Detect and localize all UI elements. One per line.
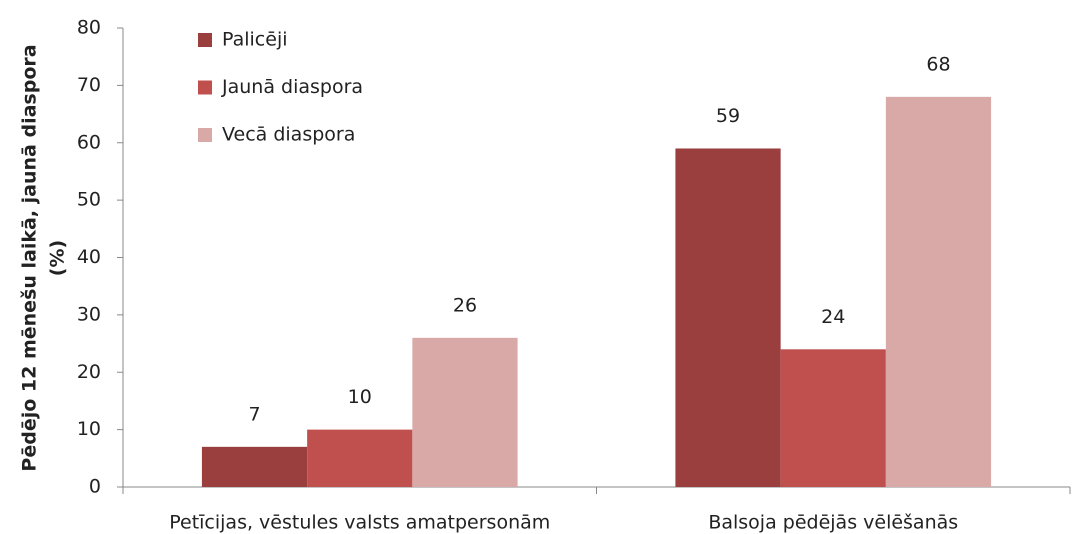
y-tick-label: 40 <box>77 246 101 268</box>
data-label: 26 <box>453 294 477 316</box>
bar <box>412 337 518 487</box>
y-axis-label-line: (%) <box>47 240 69 276</box>
y-tick-label: 0 <box>89 476 101 498</box>
y-axis-label: Pēdējo 12 mēnešu laikā, jaunā diaspora (… <box>19 44 69 471</box>
bar <box>675 148 781 488</box>
data-label: 68 <box>926 53 950 75</box>
bar <box>780 349 886 487</box>
y-tick-label: 30 <box>77 303 101 325</box>
bar <box>885 96 992 487</box>
legend-label: Vecā diaspora <box>222 124 355 146</box>
y-tick-label: 70 <box>77 74 101 96</box>
y-tick-label: 50 <box>77 189 101 211</box>
data-label: 59 <box>716 105 740 127</box>
bar <box>307 429 413 487</box>
y-tick-label: 20 <box>77 361 101 383</box>
y-axis-label-line: Pēdējo 12 mēnešu laikā, jaunā diaspora <box>19 44 41 471</box>
legend-label: Jaunā diaspora <box>221 76 363 98</box>
y-tick-label: 80 <box>77 17 101 39</box>
y-tick-label: 10 <box>77 418 101 440</box>
legend-swatch <box>198 80 212 95</box>
data-label: 24 <box>821 306 845 328</box>
x-tick-label: Petīcijas, vēstules valsts amatpersonām <box>169 512 550 534</box>
data-label: 10 <box>348 386 372 408</box>
bar <box>201 446 308 487</box>
x-tick-label: Balsoja pēdējās vēlēšanās <box>708 512 958 534</box>
legend-swatch <box>198 33 212 47</box>
legend-label: Palicēji <box>222 29 288 51</box>
legend-swatch <box>198 128 212 142</box>
data-label: 7 <box>248 403 260 425</box>
y-tick-label: 60 <box>77 131 101 153</box>
